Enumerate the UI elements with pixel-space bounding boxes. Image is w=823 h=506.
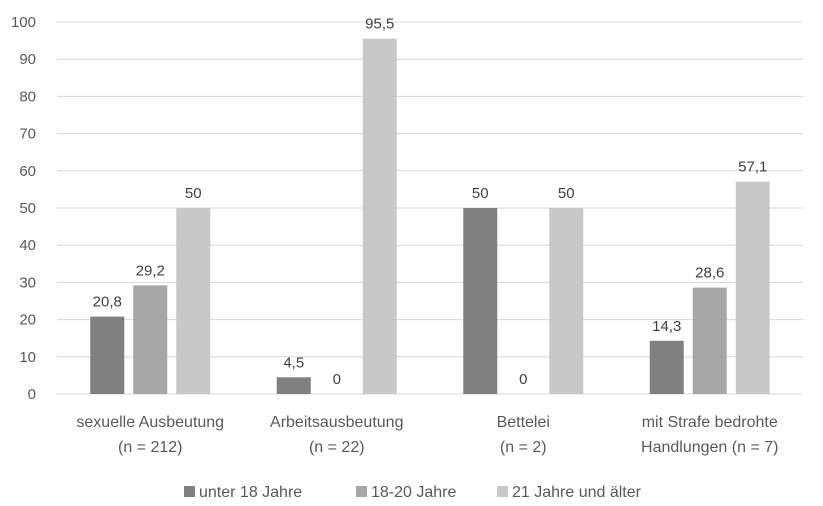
bar-series-2-cat-1 (362, 38, 397, 395)
bar-series-0-cat-2 (463, 208, 498, 394)
data-label: 95,5 (365, 16, 394, 33)
data-label: 50 (558, 185, 575, 202)
category-label: Arbeitsausbeutung (270, 414, 403, 431)
data-label: 0 (519, 371, 527, 388)
legend: unter 18 Jahre 18-20 Jahre 21 Jahre und äl… (184, 484, 642, 501)
data-labels: 20,8 4,5 50 14,3 29,2 0 0 28,6 50 95,5 50 57,1 (93, 16, 768, 388)
y-tick-label: 70 (19, 126, 36, 143)
legend-entry: unter 18 Jahre (199, 484, 302, 501)
legend-entry: 21 Jahre und älter (512, 484, 642, 501)
category-label: mit Strafe bedrohte (642, 414, 778, 431)
y-tick-label: 40 (19, 237, 36, 254)
category-label: Bettelei (497, 414, 550, 431)
y-tick-label: 90 (19, 51, 36, 68)
bar-series-1-cat-3 (692, 287, 727, 394)
y-tick-label: 50 (19, 200, 36, 217)
data-label: 20,8 (93, 294, 122, 311)
legend-swatch (356, 486, 367, 497)
category-label: (n = 2) (500, 439, 547, 456)
y-axis-tick-labels: 0 10 20 30 40 50 60 70 80 90 100 (11, 14, 36, 403)
y-tick-label: 80 (19, 88, 36, 105)
y-tick-label: 60 (19, 163, 36, 180)
data-label: 29,2 (136, 262, 165, 279)
y-tick-label: 10 (19, 349, 36, 366)
y-tick-label: 30 (19, 274, 36, 291)
gridlines (57, 21, 803, 395)
y-tick-label: 20 (19, 312, 36, 329)
data-label: 28,6 (695, 265, 724, 282)
category-label: (n = 22) (309, 439, 365, 456)
legend-swatch (497, 486, 508, 497)
bar-series-2-cat-0 (176, 208, 211, 394)
data-label: 57,1 (738, 159, 767, 176)
bar-series-1-cat-0 (133, 285, 168, 394)
y-tick-label: 100 (11, 14, 36, 31)
bars (90, 38, 770, 395)
legend-swatch (184, 486, 195, 497)
bar-series-2-cat-2 (549, 208, 584, 394)
bar-series-0-cat-1 (276, 377, 311, 394)
bar-series-0-cat-3 (649, 340, 684, 394)
data-label: 50 (472, 185, 489, 202)
category-label: sexuelle Ausbeutung (76, 414, 224, 431)
bar-series-2-cat-3 (735, 181, 770, 394)
bar-series-0-cat-0 (90, 316, 125, 394)
category-label: (n = 212) (118, 439, 182, 456)
data-label: 14,3 (652, 318, 681, 335)
legend-entry: 18-20 Jahre (371, 484, 456, 501)
category-label: Handlungen (n = 7) (641, 439, 778, 456)
y-tick-label: 0 (28, 386, 36, 403)
category-labels: sexuelle Ausbeutung (n = 212) Arbeitsausbe… (76, 414, 778, 456)
data-label: 4,5 (283, 354, 304, 371)
data-label: 50 (185, 185, 202, 202)
data-label: 0 (333, 371, 341, 388)
